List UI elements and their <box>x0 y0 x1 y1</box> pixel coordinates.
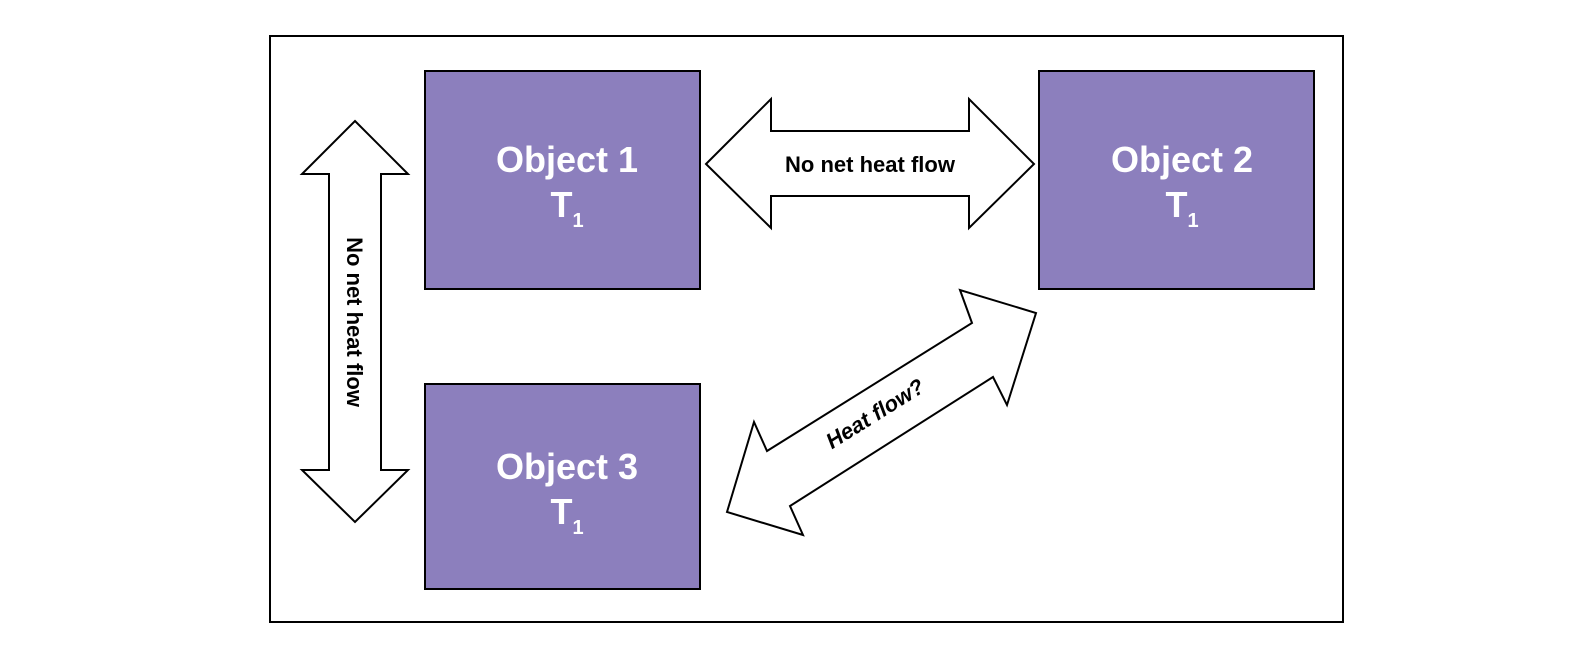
double-arrow-obj1-obj2-label: No net heat flow <box>785 152 956 177</box>
object-1-temp-symbol: T <box>550 184 572 225</box>
object-3-box: Object 3 T1 <box>424 383 701 590</box>
object-3-rect <box>424 383 701 590</box>
object-1-box: Object 1 T1 <box>424 70 701 290</box>
diagram-frame <box>269 35 1344 623</box>
object-1-temp-subscript: 1 <box>572 210 583 232</box>
double-arrow-obj1-obj2: No net heat flow <box>704 96 1036 231</box>
double-arrow-obj2-obj3: Heat flow? <box>725 288 1038 537</box>
object-1-rect <box>424 70 701 290</box>
object-2-temperature: T1 <box>1165 184 1198 232</box>
object-2-box: Object 2 T1 <box>1038 70 1315 290</box>
object-3-temp-subscript: 1 <box>572 517 583 539</box>
object-2-temp-subscript: 1 <box>1187 210 1198 232</box>
double-arrow-obj1-obj2-shape <box>704 96 1036 231</box>
object-2-rect <box>1038 70 1315 290</box>
double-arrow-obj1-obj3-label: No net heat flow <box>342 237 367 408</box>
object-2-label: Object 2 <box>1111 139 1253 180</box>
object-3-temperature: T1 <box>550 491 583 539</box>
object-3-temp-symbol: T <box>550 491 572 532</box>
object-1-temperature: T1 <box>550 184 583 232</box>
object-1-label: Object 1 <box>496 139 638 180</box>
object-3-label: Object 3 <box>496 446 638 487</box>
double-arrow-obj1-obj3: No net heat flow <box>299 119 411 524</box>
double-arrow-obj2-obj3-shape <box>725 288 1038 537</box>
double-arrow-obj1-obj3-shape <box>299 119 411 524</box>
object-2-temp-symbol: T <box>1165 184 1187 225</box>
